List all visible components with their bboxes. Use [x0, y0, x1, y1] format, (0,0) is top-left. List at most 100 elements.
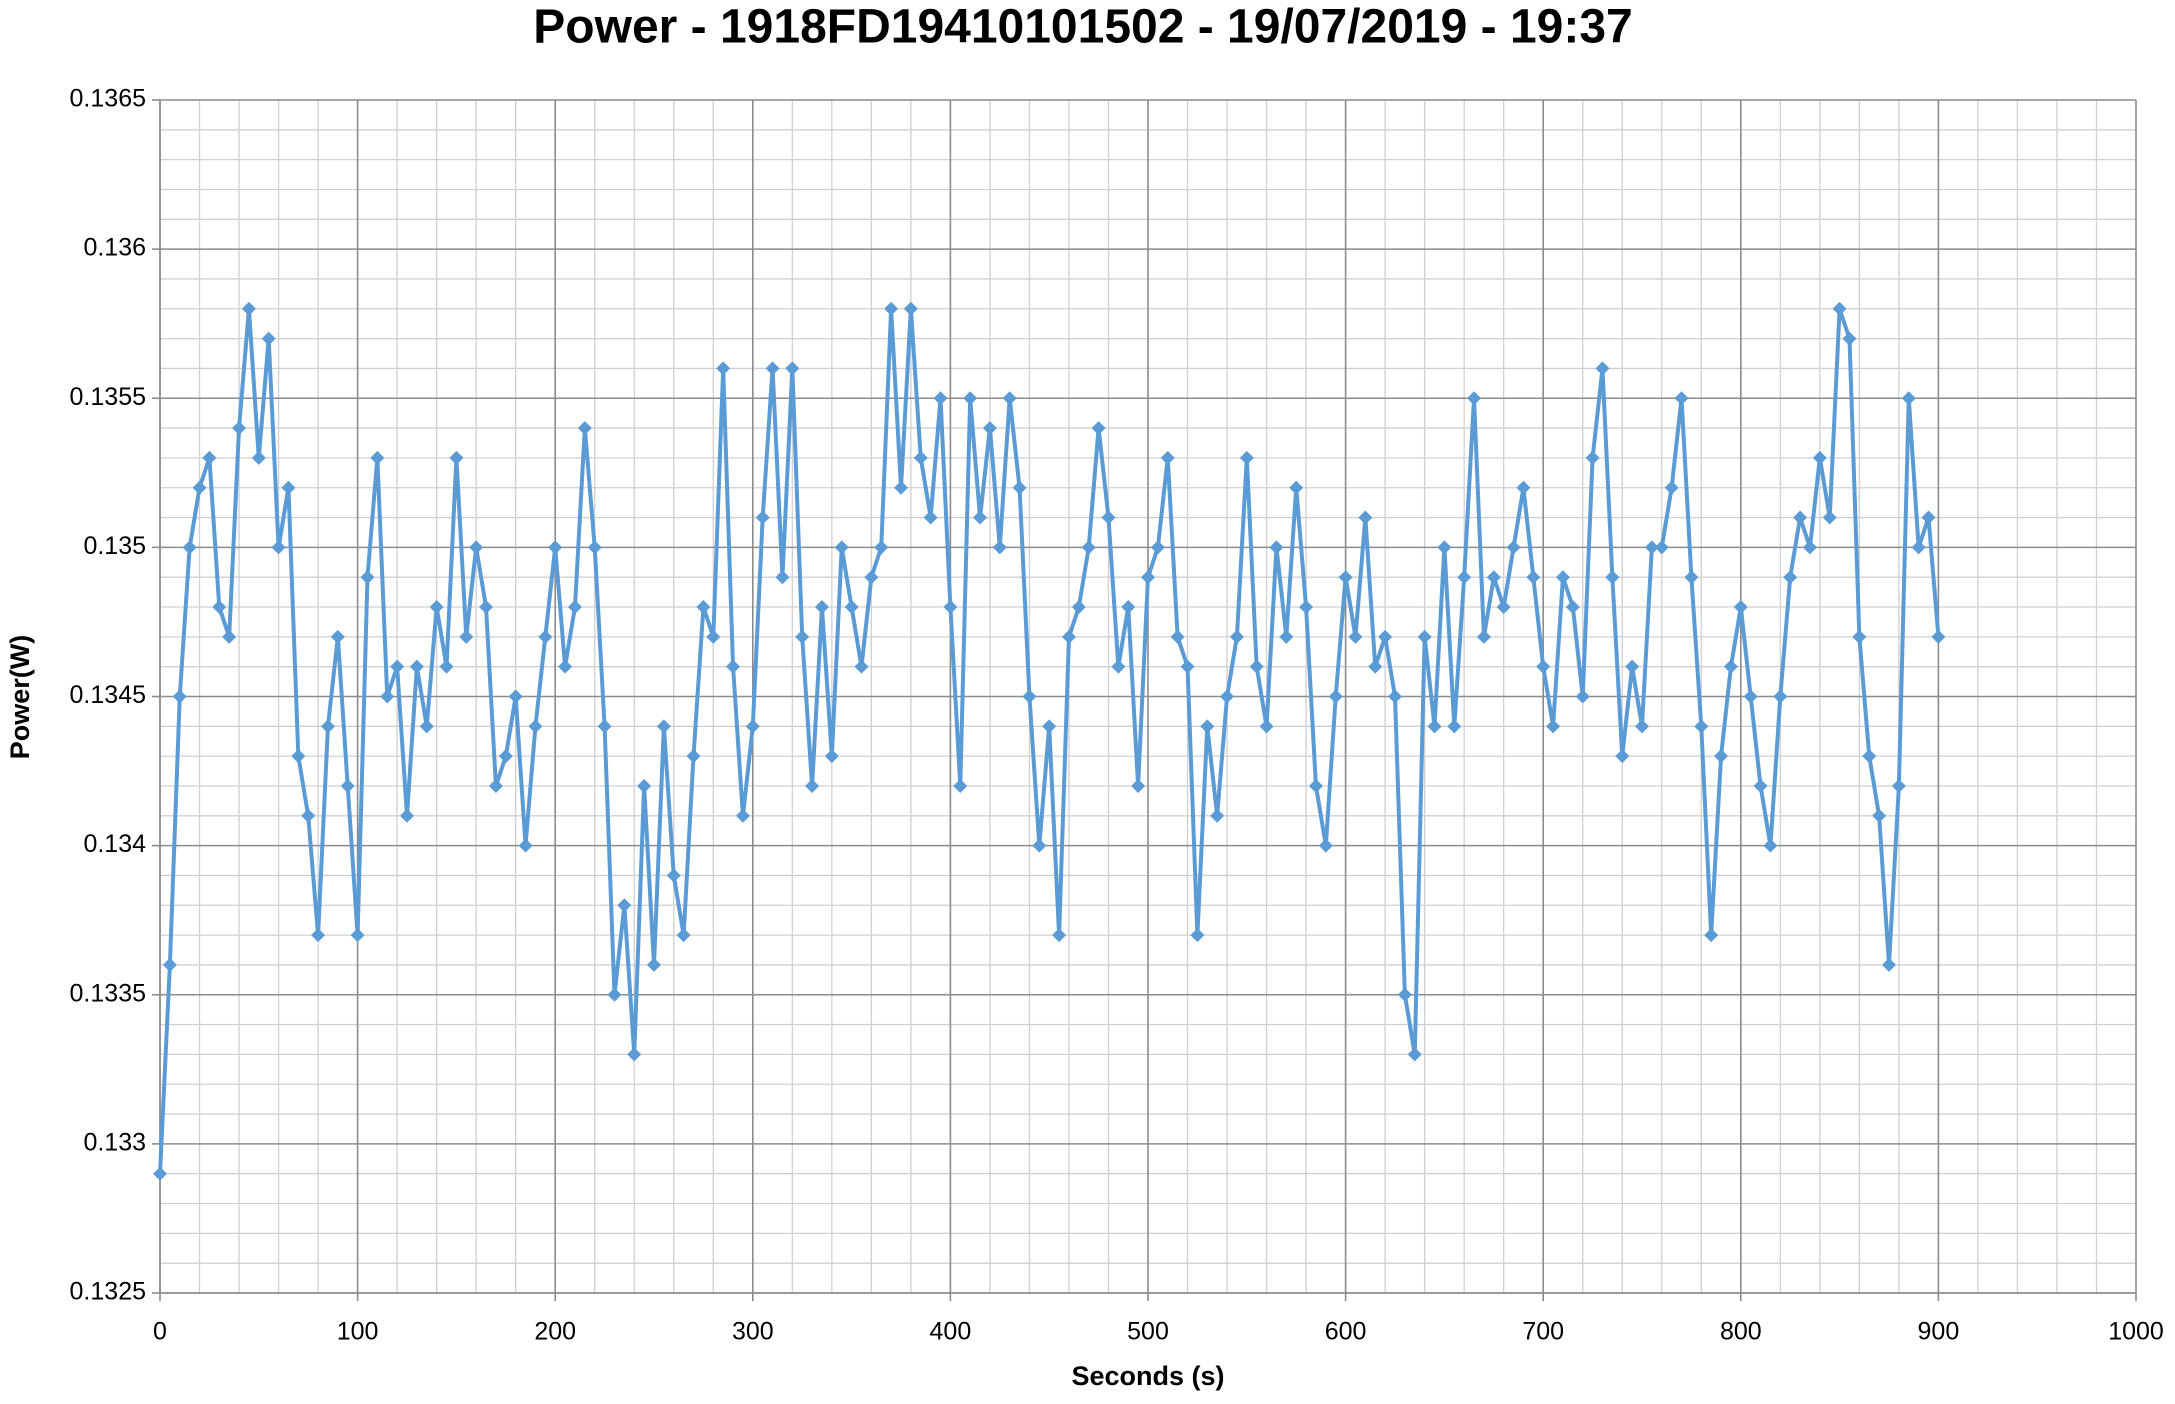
data-point	[647, 957, 661, 972]
data-point	[1308, 778, 1323, 793]
x-tick-label: 1000	[2108, 1318, 2164, 1346]
data-point	[755, 510, 770, 525]
data-point	[1012, 480, 1027, 495]
data-point	[1882, 957, 1896, 972]
data-point	[202, 450, 217, 465]
data-point	[1852, 629, 1867, 644]
data-point	[1575, 689, 1590, 704]
data-point	[320, 719, 335, 734]
data-point	[676, 928, 691, 943]
data-point	[528, 719, 543, 734]
data-point	[637, 778, 652, 793]
data-point	[1694, 719, 1709, 734]
data-point	[1210, 808, 1225, 823]
data-point	[1447, 719, 1462, 734]
data-point	[627, 1047, 642, 1062]
data-point	[726, 659, 741, 674]
x-tick-label: 0	[153, 1318, 167, 1346]
data-point	[1121, 600, 1136, 615]
data-point	[1269, 540, 1284, 555]
data-point	[1289, 480, 1304, 495]
data-point	[1654, 540, 1669, 555]
data-point	[696, 600, 711, 615]
y-tick-label: 0.1325	[70, 1278, 146, 1306]
data-point	[1763, 838, 1778, 853]
data-point	[814, 600, 829, 615]
data-point	[360, 570, 375, 585]
data-point	[1822, 510, 1837, 525]
data-point	[943, 600, 958, 615]
data-point	[1526, 570, 1541, 585]
data-point	[1427, 719, 1442, 734]
data-point	[1318, 838, 1333, 853]
data-point	[1516, 480, 1531, 495]
y-tick-label: 0.133	[83, 1128, 146, 1156]
data-point	[765, 361, 780, 376]
x-tick-label: 500	[1127, 1318, 1169, 1346]
data-point	[1111, 659, 1126, 674]
x-tick-label: 600	[1325, 1318, 1367, 1346]
data-point	[409, 659, 424, 674]
data-point	[558, 659, 573, 674]
data-point	[1862, 749, 1877, 764]
data-point	[1783, 570, 1798, 585]
data-point	[469, 540, 484, 555]
data-point	[1506, 540, 1521, 555]
data-point	[913, 450, 928, 465]
data-point	[1032, 838, 1047, 853]
data-point	[716, 361, 731, 376]
chart-title: Power - 1918FD19410101502 - 19/07/2019 -…	[533, 1, 1632, 54]
data-point	[212, 600, 227, 615]
data-point	[459, 629, 474, 644]
data-point	[1150, 540, 1165, 555]
data-point	[1496, 600, 1511, 615]
y-tick-label: 0.135	[83, 532, 146, 560]
x-tick-label: 100	[337, 1318, 379, 1346]
data-point	[162, 957, 177, 972]
data-point	[1417, 629, 1432, 644]
data-point	[241, 301, 256, 316]
data-point	[291, 749, 306, 764]
data-point	[884, 301, 899, 316]
data-point	[498, 749, 513, 764]
y-tick-label: 0.1345	[70, 681, 146, 709]
data-point	[1101, 510, 1116, 525]
x-axis-label: Seconds (s)	[1071, 1361, 1224, 1391]
data-point	[1437, 540, 1452, 555]
y-tick-label: 0.1335	[70, 979, 146, 1007]
data-point	[1911, 540, 1926, 555]
data-point	[1704, 928, 1719, 943]
data-point	[982, 421, 997, 436]
data-point	[1131, 778, 1146, 793]
data-point	[370, 450, 385, 465]
data-point	[617, 898, 632, 913]
data-point	[953, 778, 968, 793]
data-point	[1170, 629, 1185, 644]
data-point	[538, 629, 553, 644]
data-point	[1259, 719, 1274, 734]
data-point	[1812, 450, 1827, 465]
data-point	[795, 629, 810, 644]
data-point	[775, 570, 790, 585]
data-point	[1486, 570, 1501, 585]
data-point	[1536, 659, 1551, 674]
data-point	[923, 510, 938, 525]
data-point	[874, 540, 889, 555]
data-point	[1407, 1047, 1422, 1062]
data-point	[1723, 659, 1738, 674]
data-point	[1299, 600, 1314, 615]
data-point	[182, 540, 197, 555]
data-point	[281, 480, 296, 495]
data-point	[251, 450, 266, 465]
x-tick-label: 700	[1522, 1318, 1564, 1346]
data-point	[380, 689, 395, 704]
data-point	[1239, 450, 1254, 465]
x-tick-label: 200	[534, 1318, 576, 1346]
data-point	[340, 778, 355, 793]
data-point	[1022, 689, 1037, 704]
data-point	[1674, 391, 1689, 406]
data-point	[666, 868, 681, 883]
data-point	[1931, 629, 1946, 644]
data-point	[1042, 719, 1057, 734]
